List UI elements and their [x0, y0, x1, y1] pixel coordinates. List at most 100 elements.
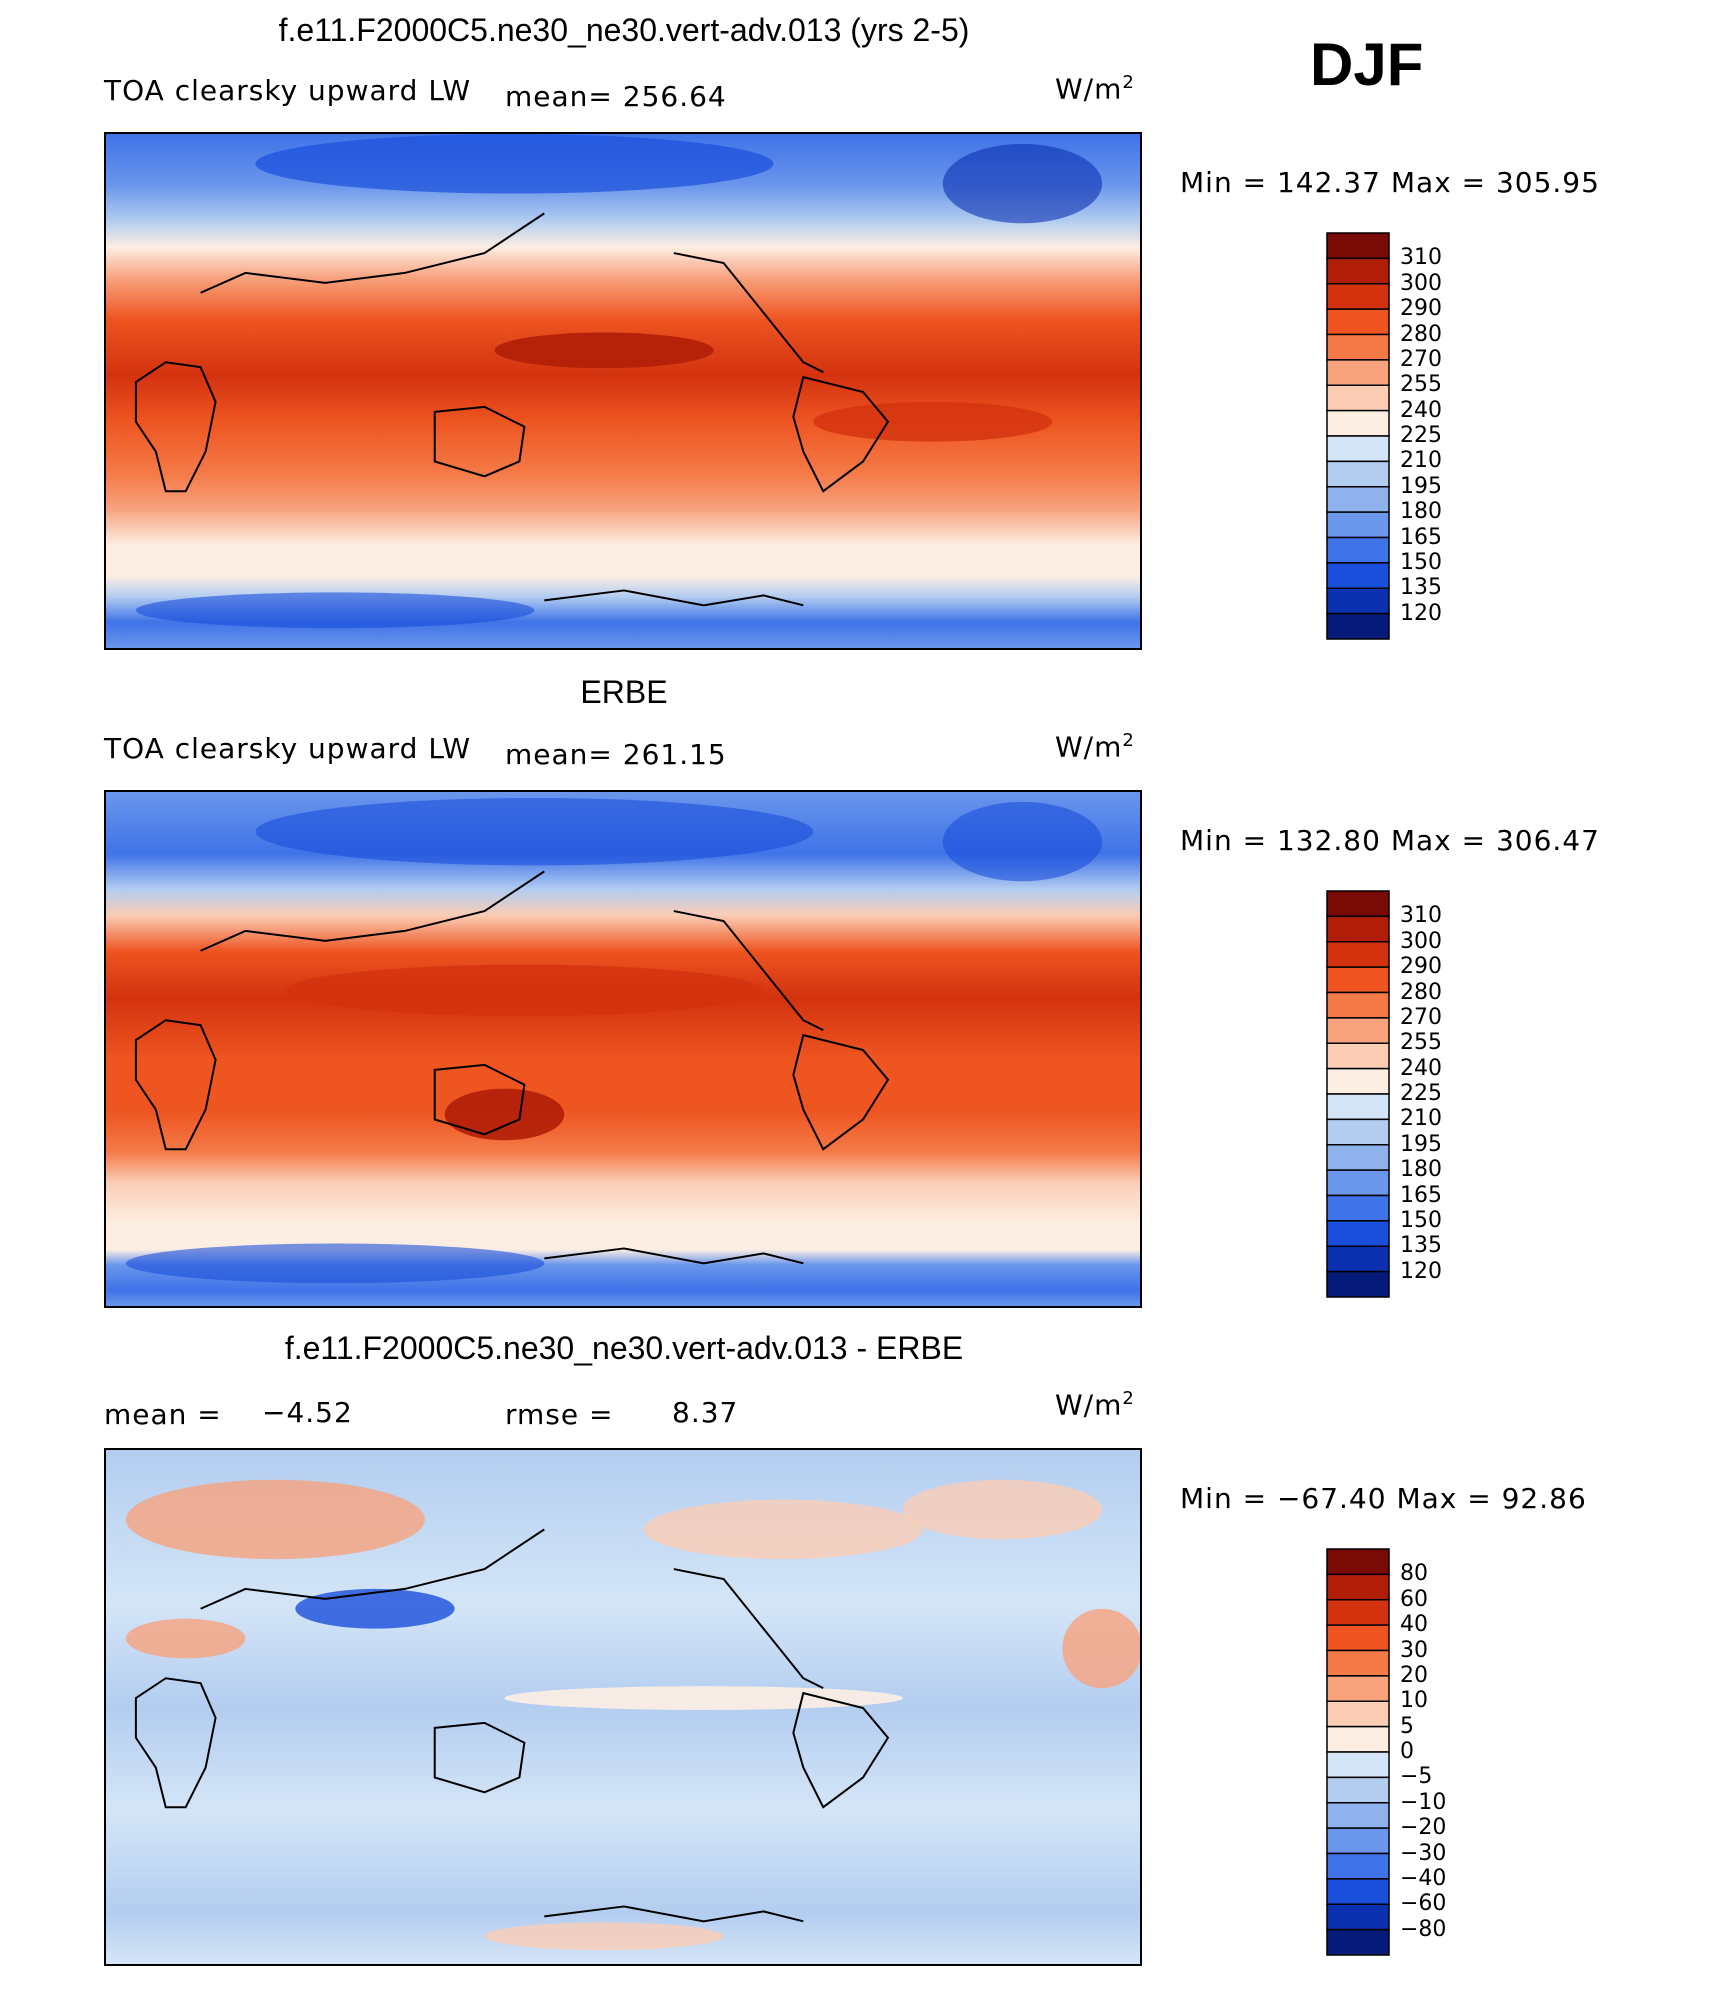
- colorbar-tick-label: 225: [1400, 1081, 1442, 1106]
- colorbar-tick-label: 120: [1400, 600, 1442, 626]
- colorbar-box: [1326, 460, 1390, 488]
- panel1-minmax: Min = 142.37 Max = 305.95: [1180, 166, 1600, 199]
- panel3-rmse-value: 8.37: [672, 1396, 739, 1429]
- colorbar-tick-label: 310: [1400, 903, 1442, 929]
- colorbar-tick-label: 310: [1400, 245, 1442, 271]
- colorbar-tick-label: 195: [1400, 473, 1442, 499]
- colorbar-box: [1326, 435, 1390, 463]
- colorbar-box: [1326, 536, 1390, 564]
- colorbar-box: [1326, 1042, 1390, 1070]
- colorbar-tick-label: 150: [1400, 1207, 1442, 1233]
- colorbar-box: [1326, 1878, 1390, 1905]
- colorbar-box: [1326, 1624, 1390, 1652]
- colorbar-box: [1326, 1827, 1390, 1855]
- colorbar-box: [1326, 1802, 1390, 1829]
- panel1-variable-label: TOA clearsky upward LW: [104, 74, 472, 107]
- colorbar-tick-label: 60: [1400, 1586, 1428, 1612]
- colorbar-box: [1326, 1093, 1390, 1121]
- colorbar-tick-label: 0: [1400, 1739, 1414, 1764]
- colorbar-box: [1326, 1903, 1390, 1931]
- colorbar-box: [1326, 1245, 1390, 1273]
- colorbar-tick-label: 280: [1400, 979, 1442, 1005]
- colorbar-box: [1326, 1649, 1390, 1677]
- panel3-mean-value: −4.52: [262, 1396, 353, 1429]
- colorbar-tick-label: 135: [1400, 1233, 1442, 1259]
- colorbar-box: [1326, 1599, 1390, 1626]
- panel2-minmax: Min = 132.80 Max = 306.47: [1180, 824, 1600, 857]
- colorbar-box: [1326, 1725, 1390, 1753]
- colorbar-tick-label: 5: [1400, 1713, 1414, 1739]
- colorbar-tick-label: −30: [1400, 1840, 1447, 1866]
- colorbar-box: [1326, 1700, 1390, 1728]
- colorbar-tick-label: 240: [1400, 397, 1442, 423]
- colorbar-tick-label: 210: [1400, 1106, 1442, 1132]
- colorbar-tick-label: 195: [1400, 1131, 1442, 1157]
- colorbar-box: [1326, 384, 1390, 412]
- panel3-minmax: Min = −67.40 Max = 92.86: [1180, 1482, 1587, 1515]
- panel2-colorbar: [1326, 890, 1390, 1298]
- colorbar-tick-label: −10: [1400, 1789, 1447, 1815]
- colorbar-box: [1326, 1194, 1390, 1222]
- colorbar-box: [1326, 587, 1390, 615]
- colorbar-box: [1326, 1928, 1390, 1956]
- colorbar-box: [1326, 966, 1390, 994]
- colorbar-box: [1326, 915, 1390, 943]
- colorbar-box: [1326, 283, 1390, 310]
- colorbar-tick-label: 120: [1400, 1258, 1442, 1284]
- colorbar-box: [1326, 1017, 1390, 1044]
- colorbar-tick-label: 210: [1400, 448, 1442, 474]
- colorbar-box: [1326, 257, 1390, 285]
- panel3-colorbar: [1326, 1548, 1390, 1956]
- colorbar-box: [1326, 1776, 1390, 1804]
- colorbar-tick-label: 270: [1400, 346, 1442, 372]
- colorbar-tick-label: −5: [1400, 1764, 1433, 1790]
- colorbar-tick-label: 290: [1400, 954, 1442, 980]
- panel1-mean: mean= 256.64: [505, 80, 727, 113]
- colorbar-tick-label: 240: [1400, 1055, 1442, 1081]
- colorbar-tick-label: 270: [1400, 1004, 1442, 1030]
- colorbar-box: [1326, 359, 1390, 386]
- colorbar-box: [1326, 890, 1390, 918]
- colorbar-box: [1326, 1751, 1390, 1779]
- colorbar-tick-label: 165: [1400, 524, 1442, 550]
- colorbar-box: [1326, 562, 1390, 589]
- colorbar-tick-label: 30: [1400, 1637, 1428, 1663]
- colorbar-box: [1326, 612, 1390, 640]
- colorbar-tick-label: 180: [1400, 1157, 1442, 1183]
- colorbar-tick-label: 280: [1400, 321, 1442, 347]
- panel2-map: [104, 790, 1142, 1308]
- colorbar-box: [1326, 1548, 1390, 1576]
- colorbar-tick-label: 255: [1400, 1030, 1442, 1056]
- colorbar-box: [1326, 333, 1390, 361]
- colorbar-box: [1326, 991, 1390, 1019]
- colorbar-box: [1326, 1118, 1390, 1146]
- panel2-variable-label: TOA clearsky upward LW: [104, 732, 472, 765]
- colorbar-tick-label: −80: [1400, 1916, 1447, 1942]
- colorbar-box: [1326, 308, 1390, 336]
- colorbar-tick-label: 225: [1400, 423, 1442, 448]
- colorbar-tick-label: −60: [1400, 1891, 1447, 1917]
- panel1-units: W/m2: [1055, 72, 1135, 106]
- colorbar-tick-label: 150: [1400, 549, 1442, 575]
- colorbar-box: [1326, 486, 1390, 513]
- colorbar-tick-label: 20: [1400, 1662, 1428, 1688]
- colorbar-box: [1326, 1169, 1390, 1197]
- colorbar-tick-label: 290: [1400, 296, 1442, 322]
- panel1-map: [104, 132, 1142, 650]
- colorbar-box: [1326, 1852, 1390, 1880]
- colorbar-tick-label: −20: [1400, 1815, 1447, 1841]
- colorbar-box: [1326, 1270, 1390, 1298]
- colorbar-tick-label: 180: [1400, 499, 1442, 525]
- colorbar-box: [1326, 1067, 1390, 1095]
- colorbar-box: [1326, 1144, 1390, 1171]
- colorbar-tick-label: 135: [1400, 575, 1442, 601]
- colorbar-tick-label: 300: [1400, 270, 1442, 296]
- colorbar-box: [1326, 511, 1390, 539]
- colorbar-box: [1326, 1220, 1390, 1247]
- panel3-rmse-label: rmse =: [505, 1398, 614, 1431]
- colorbar-tick-label: 165: [1400, 1182, 1442, 1208]
- colorbar-tick-label: 10: [1400, 1688, 1428, 1714]
- panel1-colorbar: [1326, 232, 1390, 640]
- colorbar-box: [1326, 1573, 1390, 1601]
- colorbar-box: [1326, 232, 1390, 260]
